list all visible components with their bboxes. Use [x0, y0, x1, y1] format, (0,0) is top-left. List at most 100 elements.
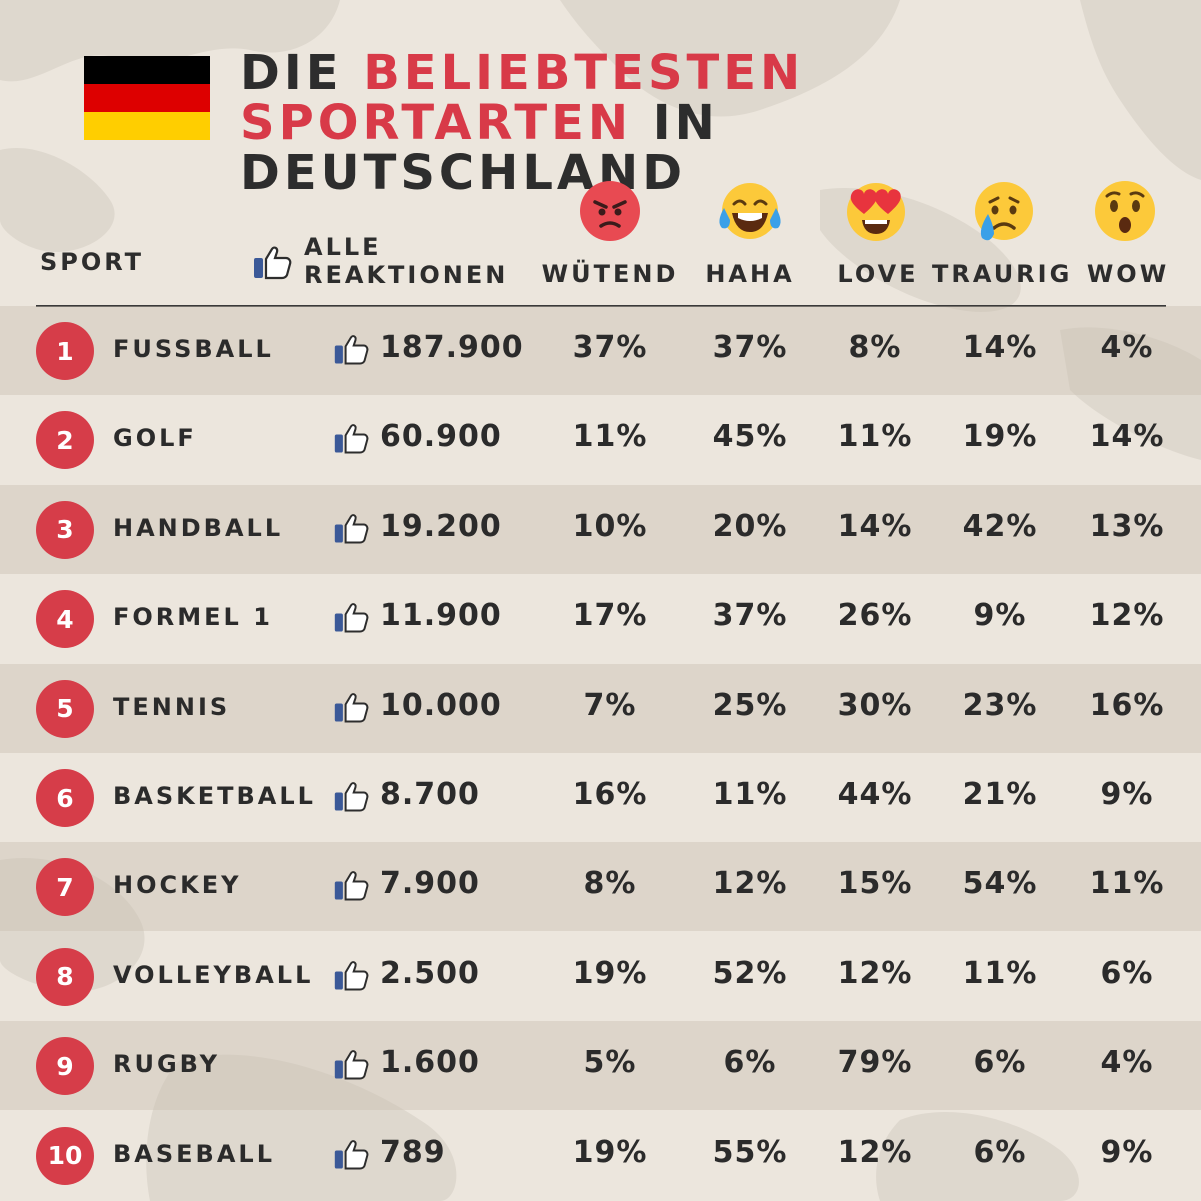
- sport-name: BASEBALL: [113, 1139, 275, 1168]
- pct-wuetend: 7%: [583, 687, 637, 723]
- header-total-line-1: ALLE: [304, 233, 382, 261]
- pct-haha: 37%: [712, 330, 788, 365]
- pct-love: 15%: [837, 866, 913, 902]
- header-reaction-wow: WOW: [1086, 260, 1170, 288]
- pct-wuetend: 19%: [572, 955, 648, 991]
- pct-love: 12%: [837, 1134, 913, 1170]
- header-reaction-haha: HAHA: [705, 260, 795, 288]
- total-reactions: 7.900: [380, 866, 480, 902]
- thumbs-up-icon: [333, 602, 369, 638]
- angry-emoji-icon: [580, 181, 640, 241]
- pct-wuetend: 37%: [572, 330, 648, 365]
- pct-wow: 16%: [1089, 687, 1165, 723]
- pct-wuetend: 19%: [572, 1134, 648, 1170]
- total-reactions: 1.600: [380, 1045, 480, 1081]
- thumbs-up-icon: [333, 960, 369, 996]
- pct-haha: 45%: [712, 419, 788, 455]
- thumbs-up-icon: [333, 423, 369, 459]
- pct-haha: 25%: [712, 687, 788, 723]
- pct-wow: 13%: [1089, 508, 1165, 544]
- pct-wuetend: 17%: [572, 598, 648, 634]
- pct-wow: 12%: [1089, 598, 1165, 634]
- header-sport: SPORT: [40, 248, 145, 276]
- pct-wuetend: 11%: [572, 419, 648, 455]
- pct-wuetend: 10%: [572, 508, 648, 544]
- title-line-1: DIE BELIEBTESTEN: [240, 48, 1180, 98]
- pct-love: 14%: [837, 508, 913, 544]
- pct-traurig: 23%: [962, 687, 1038, 723]
- sport-name: TENNIS: [113, 692, 231, 721]
- table-row: 8 VOLLEYBALL 2.500 19% 52% 12% 11% 6%: [0, 932, 1201, 1021]
- sport-name: RUGBY: [113, 1050, 221, 1079]
- sport-name: GOLF: [113, 424, 197, 453]
- total-reactions: 789: [380, 1134, 446, 1170]
- table-row: 6 BASKETBALL 8.700 16% 11% 44% 21% 9%: [0, 753, 1201, 842]
- table-row: 9 RUGBY 1.600 5% 6% 79% 6% 4%: [0, 1021, 1201, 1111]
- pct-traurig: 6%: [973, 1134, 1027, 1170]
- total-reactions: 8.700: [380, 777, 480, 812]
- sport-name: FORMEL 1: [113, 603, 273, 632]
- total-reactions: 2.500: [380, 955, 480, 991]
- rank-badge: 10: [36, 1126, 94, 1185]
- heart-eyes-emoji-icon: [847, 183, 905, 241]
- sport-name: FUßBALL: [113, 335, 274, 363]
- pct-traurig: 54%: [962, 866, 1038, 902]
- table-row: 2 GOLF 60.900 11% 45% 11% 19% 14%: [0, 395, 1201, 484]
- thumbs-up-icon: [254, 246, 292, 280]
- header-total: ALLE REAKTIONEN: [304, 233, 508, 289]
- pct-traurig: 42%: [962, 508, 1038, 544]
- total-reactions: 60.900: [380, 419, 502, 455]
- rank-badge: 7: [36, 858, 94, 917]
- sport-name: VOLLEYBALL: [113, 960, 314, 989]
- thumbs-up-icon: [333, 1139, 369, 1175]
- table-row: 1 FUßBALL 187.900 37% 37% 8% 14% 4%: [0, 306, 1201, 395]
- pct-wow: 11%: [1089, 866, 1165, 902]
- pct-love: 11%: [837, 419, 913, 455]
- pct-haha: 12%: [712, 866, 788, 902]
- total-reactions: 10.000: [380, 687, 502, 723]
- germany-flag-icon: [84, 56, 210, 140]
- rank-badge: 1: [36, 322, 94, 380]
- header-reaction-traurig: TRAURIG: [932, 260, 1073, 288]
- title-line-2: SPORTARTEN IN DEUTSCHLAND: [240, 98, 1180, 198]
- pct-traurig: 9%: [973, 598, 1027, 634]
- table-row: 7 HOCKEY 7.900 8% 12% 15% 54% 11%: [0, 842, 1201, 932]
- total-reactions: 11.900: [380, 598, 502, 634]
- flag-stripe-red: [84, 84, 210, 112]
- pct-wuetend: 16%: [572, 777, 648, 812]
- pct-love: 26%: [837, 598, 913, 634]
- thumbs-up-icon: [333, 334, 369, 370]
- sport-name: HOCKEY: [113, 871, 242, 900]
- pct-love: 8%: [848, 330, 902, 365]
- rank-badge: 5: [36, 679, 94, 738]
- pct-traurig: 21%: [962, 777, 1038, 812]
- pct-love: 79%: [837, 1045, 913, 1081]
- pct-wow: 9%: [1100, 777, 1154, 812]
- pct-wow: 4%: [1100, 330, 1154, 365]
- header-reaction-wuetend: WÜTEND: [541, 260, 679, 288]
- rank-badge: 8: [36, 947, 94, 1006]
- thumbs-up-icon: [333, 1049, 369, 1085]
- sport-name: BASKETBALL: [113, 782, 316, 810]
- pct-wow: 6%: [1100, 955, 1154, 991]
- crying-emoji-icon: [975, 182, 1033, 241]
- surprised-emoji-icon: [1095, 181, 1155, 241]
- title-word-dark: DIE: [240, 45, 343, 101]
- rank-badge: 2: [36, 411, 94, 470]
- title-word-red-2: SPORTARTEN: [240, 95, 633, 151]
- pct-love: 12%: [837, 955, 913, 991]
- pct-haha: 20%: [712, 508, 788, 544]
- pct-haha: 37%: [712, 598, 788, 634]
- title-word-red: BELIEBTESTEN: [363, 45, 805, 101]
- thumbs-up-icon: [333, 692, 369, 728]
- pct-love: 44%: [837, 777, 913, 812]
- thumbs-up-icon: [333, 781, 369, 817]
- header-divider: [36, 305, 1166, 307]
- table-row: 5 TENNIS 10.000 7% 25% 30% 23% 16%: [0, 663, 1201, 753]
- pct-haha: 6%: [723, 1045, 777, 1081]
- rank-badge: 6: [36, 769, 94, 827]
- rank-badge: 4: [36, 590, 94, 649]
- table-row: 10 BASEBALL 789 19% 55% 12% 6% 9%: [0, 1111, 1201, 1200]
- rank-badge: 3: [36, 500, 94, 559]
